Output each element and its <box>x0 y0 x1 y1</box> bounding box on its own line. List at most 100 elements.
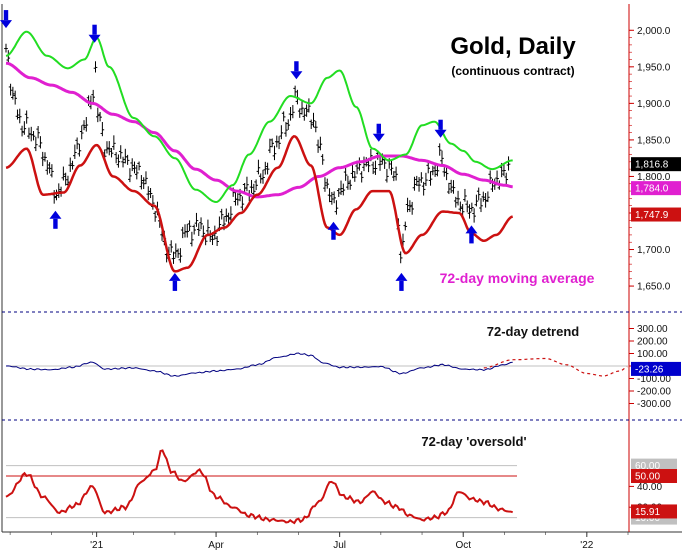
price-bar <box>176 248 180 258</box>
price-bar <box>357 157 362 171</box>
price-bar <box>196 223 201 236</box>
price-bar <box>8 83 13 96</box>
price-bar <box>483 192 488 208</box>
badge-bg <box>631 469 677 483</box>
price-tick-label: 1,650.0 <box>637 282 671 293</box>
price-bar <box>307 98 311 113</box>
x-tick-label: Oct <box>455 540 471 551</box>
last-value-badge: 1,816.8 <box>631 157 681 172</box>
price-bar <box>153 211 157 222</box>
price-bar <box>426 162 431 174</box>
price-bar <box>79 125 84 140</box>
price-bar <box>470 202 474 212</box>
up-arrow <box>168 272 181 291</box>
up-arrow <box>465 225 478 244</box>
price-bar <box>332 191 336 204</box>
price-bar <box>288 107 293 121</box>
price-bar <box>325 178 330 189</box>
price-bar <box>444 165 449 181</box>
price-bar <box>17 108 22 124</box>
detrend-panel: 300.00200.00100.000.00-100.00-200.00-300… <box>5 324 681 410</box>
price-bar <box>169 240 174 253</box>
price-bar <box>330 191 334 205</box>
price-bar <box>107 141 112 156</box>
down-arrow <box>434 119 447 138</box>
price-bar <box>27 127 31 139</box>
price-bar <box>421 181 426 196</box>
price-bar <box>63 172 68 186</box>
price-bar <box>284 122 288 137</box>
price-bar <box>50 164 54 178</box>
price-bar <box>465 200 470 213</box>
badge-label: 60.00 <box>635 461 660 472</box>
price-bar <box>24 110 29 124</box>
price-bar <box>226 212 231 224</box>
price-bar <box>123 148 128 164</box>
price-bar <box>313 121 318 133</box>
price-bar <box>270 138 274 148</box>
arrow-shaft <box>3 10 9 21</box>
price-bar <box>146 186 151 201</box>
price-badges: 1,816.8 1,784.0 1,747.9 <box>631 157 681 222</box>
price-bar <box>36 125 40 139</box>
price-bar <box>458 201 463 212</box>
ma-72-line <box>5 61 513 199</box>
down-arrow <box>372 123 385 142</box>
price-bar <box>128 168 132 183</box>
price-bar <box>424 172 428 187</box>
price-bar <box>291 105 295 119</box>
price-bar <box>359 171 364 183</box>
cycle-arrows <box>0 10 478 291</box>
price-bar <box>180 226 185 239</box>
price-bar <box>40 151 45 167</box>
price-bar <box>240 196 245 211</box>
price-bar <box>15 109 20 120</box>
price-bar <box>281 111 286 122</box>
arrow-shaft <box>331 229 336 240</box>
price-bar <box>190 231 194 247</box>
down-arrow <box>88 24 101 43</box>
price-bar <box>98 111 102 122</box>
badge-label: 1,816.8 <box>635 160 669 171</box>
arrow-shaft <box>172 280 178 291</box>
chart-subtitle: (continuous contract) <box>451 64 574 78</box>
price-bar <box>348 179 353 190</box>
detrend-tick-label: 300.00 <box>637 324 668 335</box>
price-bar <box>472 208 476 223</box>
price-bar <box>73 144 77 159</box>
price-bar <box>208 230 213 243</box>
price-tick-label: 2,000.0 <box>637 26 671 37</box>
up-arrow <box>395 272 408 291</box>
price-bar <box>408 200 412 212</box>
price-bar <box>272 145 277 161</box>
down-arrow <box>290 61 303 80</box>
arrow-shaft <box>92 24 97 35</box>
price-bar <box>68 157 73 172</box>
price-bar <box>82 120 86 131</box>
price-bar <box>109 147 114 158</box>
price-bar <box>371 161 375 175</box>
price-bar <box>151 195 155 210</box>
detrend-tick-label: -100.00 <box>637 374 671 385</box>
price-bar <box>398 251 403 264</box>
arrow-head <box>49 210 62 219</box>
price-bar <box>506 156 511 171</box>
oversold-line <box>5 449 513 525</box>
price-bar <box>215 235 219 247</box>
detrend-tick-label: -300.00 <box>637 399 671 410</box>
price-bar <box>100 121 105 137</box>
up-arrow <box>49 210 62 229</box>
price-bar <box>22 121 27 135</box>
price-bar <box>43 152 47 162</box>
price-bar <box>334 200 339 215</box>
price-bar <box>77 143 82 157</box>
badge-label: 10.00 <box>635 513 660 524</box>
price-bar <box>47 162 52 174</box>
price-tick-label: 1,800.0 <box>637 172 671 183</box>
arrow-head <box>88 34 101 43</box>
price-bar <box>265 162 270 175</box>
price-bar <box>341 183 346 196</box>
price-bar <box>378 156 382 171</box>
last-value-badge: -23.26 <box>631 361 681 376</box>
